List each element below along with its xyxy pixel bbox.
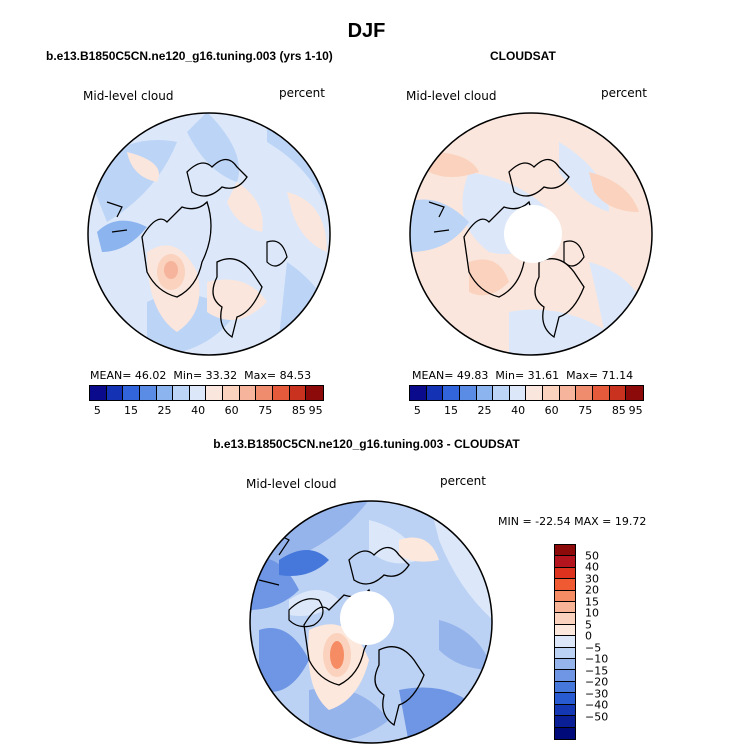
- colorbar-tick-label: 75: [578, 404, 593, 417]
- colorbar-cell: [289, 386, 307, 400]
- colorbar-cell: [559, 386, 577, 400]
- colorbar-cell: [223, 386, 240, 400]
- colorbar-cell: [555, 727, 575, 739]
- colorbar-tick-label: 40: [585, 560, 599, 574]
- obs-colorbar: [409, 385, 644, 401]
- colorbar-cell: [156, 386, 174, 400]
- colorbar-cell: [555, 624, 575, 637]
- colorbar-cell: [555, 613, 575, 625]
- diff-units-label: percent: [440, 474, 486, 488]
- diff-colorbar-ticks: 50 40 30 20 15 10 5 0 −5 −10 −15 −20 −30 −40 −50: [585, 544, 625, 738]
- colorbar-cell: [555, 636, 575, 648]
- colorbar-tick-label: 95: [308, 404, 323, 417]
- diff-panel-title: b.e13.B1850C5CN.ne120_g16.tuning.003 - C…: [213, 437, 520, 451]
- obs-units-label: percent: [601, 86, 647, 100]
- colorbar-tick-label: −40: [585, 698, 609, 712]
- colorbar-tick-label: 75: [258, 404, 273, 417]
- colorbar-cell: [173, 386, 190, 400]
- colorbar-cell: [555, 579, 575, 591]
- colorbar-cell: [555, 590, 575, 603]
- colorbar-cell: [306, 386, 323, 400]
- colorbar-cell: [426, 386, 444, 400]
- colorbar-cell: [543, 386, 560, 400]
- colorbar-cell: [256, 386, 274, 400]
- colorbar-tick-label: 15: [443, 404, 458, 417]
- colorbar-cell: [139, 386, 157, 400]
- colorbar-cell: [273, 386, 290, 400]
- colorbar-cell: [555, 567, 575, 580]
- colorbar-tick-label: 10: [585, 606, 599, 620]
- obs-colorbar-ticks: 5 15 25 40 60 75 85 95: [409, 404, 643, 418]
- colorbar-tick-label: 25: [157, 404, 172, 417]
- colorbar-cell: [106, 386, 124, 400]
- colorbar-tick-label: 25: [477, 404, 492, 417]
- colorbar-tick-label: 5: [93, 404, 101, 417]
- colorbar-cell: [90, 386, 107, 400]
- colorbar-tick-label: 50: [585, 549, 599, 563]
- diff-variable-label: Mid-level cloud: [246, 477, 337, 491]
- colorbar-tick-label: 20: [585, 583, 599, 597]
- model-stats: MEAN= 46.02 Min= 33.32 Max= 84.53: [90, 369, 312, 382]
- diff-colorbar: [554, 544, 576, 740]
- obs-stats: MEAN= 49.83 Min= 31.61 Max= 71.14: [412, 369, 634, 382]
- colorbar-cell: [239, 386, 257, 400]
- colorbar-cell: [555, 693, 575, 705]
- colorbar-tick-label: 15: [123, 404, 138, 417]
- colorbar-tick-label: 60: [544, 404, 559, 417]
- colorbar-tick-label: −20: [585, 675, 609, 689]
- colorbar-cell: [509, 386, 527, 400]
- model-panel-title: b.e13.B1850C5CN.ne120_g16.tuning.003 (yr…: [46, 49, 333, 63]
- colorbar-cell: [555, 659, 575, 671]
- diff-polar-map: [249, 500, 493, 744]
- model-units-label: percent: [279, 86, 325, 100]
- colorbar-cell: [555, 716, 575, 728]
- colorbar-cell: [476, 386, 494, 400]
- colorbar-tick-label: 40: [191, 404, 206, 417]
- colorbar-cell: [443, 386, 460, 400]
- colorbar-tick-label: −50: [585, 710, 609, 724]
- colorbar-tick-label: 95: [628, 404, 643, 417]
- colorbar-tick-label: −10: [585, 652, 609, 666]
- colorbar-cell: [123, 386, 140, 400]
- colorbar-cell: [593, 386, 610, 400]
- colorbar-cell: [526, 386, 544, 400]
- obs-variable-label: Mid-level cloud: [406, 89, 497, 103]
- colorbar-cell: [555, 602, 575, 614]
- colorbar-cell: [555, 556, 575, 568]
- colorbar-cell: [576, 386, 594, 400]
- colorbar-tick-label: 5: [585, 618, 592, 632]
- model-colorbar-ticks: 5 15 25 40 60 75 85 95: [89, 404, 323, 418]
- colorbar-cell: [626, 386, 643, 400]
- obs-panel-title: CLOUDSAT: [490, 49, 556, 63]
- colorbar-cell: [555, 704, 575, 717]
- colorbar-tick-label: −15: [585, 664, 609, 678]
- colorbar-cell: [206, 386, 224, 400]
- colorbar-cell: [410, 386, 427, 400]
- model-colorbar: [89, 385, 324, 401]
- colorbar-cell: [555, 545, 575, 557]
- colorbar-cell: [459, 386, 477, 400]
- colorbar-cell: [609, 386, 627, 400]
- figure-title: DJF: [347, 20, 386, 42]
- colorbar-cell: [493, 386, 510, 400]
- colorbar-tick-label: 85: [291, 404, 306, 417]
- colorbar-cell: [555, 681, 575, 694]
- colorbar-tick-label: 0: [585, 629, 592, 643]
- colorbar-tick-label: 15: [585, 595, 599, 609]
- colorbar-tick-label: 40: [511, 404, 526, 417]
- colorbar-cell: [189, 386, 207, 400]
- obs-polar-map: [409, 112, 653, 356]
- diff-minmax: MIN = -22.54 MAX = 19.72: [498, 515, 647, 528]
- colorbar-tick-label: 5: [413, 404, 421, 417]
- colorbar-tick-label: −5: [585, 641, 602, 655]
- model-variable-label: Mid-level cloud: [83, 89, 174, 103]
- colorbar-cell: [555, 670, 575, 682]
- colorbar-tick-label: 85: [611, 404, 626, 417]
- colorbar-tick-label: 60: [224, 404, 239, 417]
- colorbar-tick-label: 30: [585, 572, 599, 586]
- colorbar-tick-label: −30: [585, 687, 609, 701]
- colorbar-cell: [555, 647, 575, 660]
- model-polar-map: [87, 112, 331, 356]
